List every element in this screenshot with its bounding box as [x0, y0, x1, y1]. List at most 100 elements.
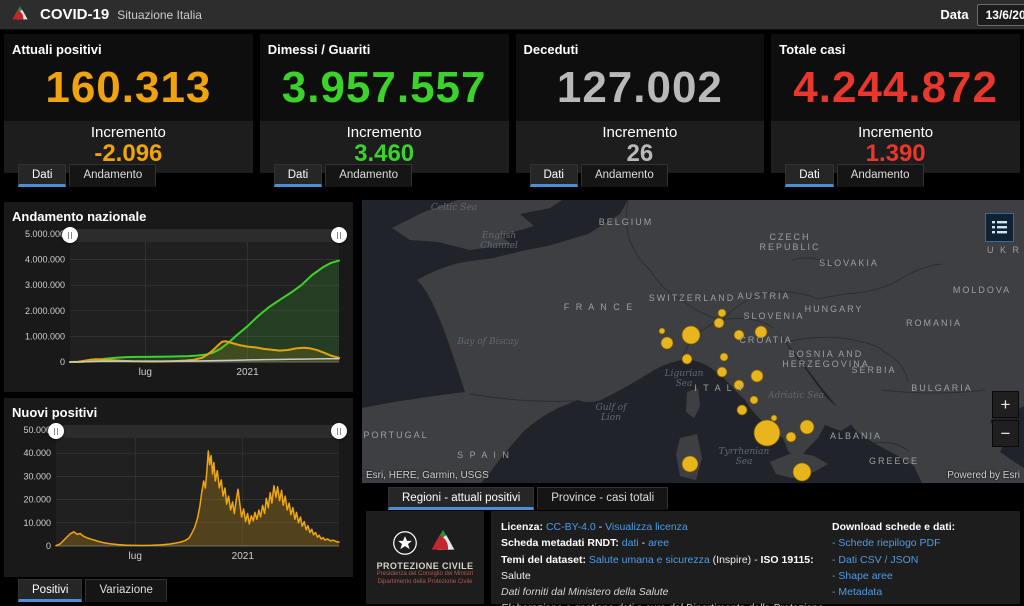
card3-tab-dati[interactable]: Dati	[785, 164, 834, 187]
info-text: Elaborazione e gestione dati a cura del …	[501, 602, 823, 606]
sea-label-english-channel: English Channel	[480, 231, 518, 251]
time-range-slider[interactable]	[62, 227, 347, 243]
map-tab-regioni-attuali-positivi[interactable]: Regioni - attuali positivi	[388, 487, 535, 510]
italian-republic-emblem-icon	[393, 531, 417, 556]
stat-card-column: Attuali positivi 160.313 Incremento -2.096 D…	[4, 34, 253, 187]
info-text: -	[595, 521, 606, 533]
sea-label-bay-of-biscay: Bay of Biscay	[456, 337, 519, 347]
info-link[interactable]: dati	[621, 537, 639, 550]
download-link--shape-aree[interactable]: - Shape aree	[832, 569, 893, 582]
panel1-title: Andamento nazionale	[12, 209, 147, 224]
date-picker[interactable]: 13/6/2021	[976, 3, 1024, 26]
card1-tab-dati[interactable]: Dati	[273, 164, 323, 187]
andamento-nazionale-panel: Andamento nazionale 0 1.000.000 2.000.000 3…	[4, 202, 353, 392]
download-link--metadata[interactable]: - Metadata	[832, 586, 883, 599]
protezione-civile-triskelion-icon	[431, 530, 455, 551]
country-label-albania: ALBANIA	[830, 431, 882, 441]
region-bubble[interactable]	[736, 404, 748, 416]
download-link--dati-csv-json[interactable]: - Dati CSV / JSON	[832, 553, 919, 566]
info-link[interactable]: aree	[648, 537, 670, 550]
svg-text:3.000.000: 3.000.000	[25, 280, 65, 290]
org-subtitle-2: Dipartimento della Protezione Civile	[377, 579, 473, 585]
stat-card-column: Totale casi 4.244.872 Incremento 1.390 Dati A…	[771, 34, 1020, 187]
download-links: Download schede e dati: - Schede riepilo…	[832, 519, 1010, 599]
map-tab-province-casi-totali[interactable]: Province - casi totali	[537, 487, 669, 510]
region-bubble[interactable]	[681, 455, 699, 473]
increment-value: 1.390	[865, 140, 926, 167]
region-bubble[interactable]	[733, 329, 745, 341]
map-panel[interactable]: Celtic Sea English Channel BELGIUM F R A N C…	[362, 200, 1024, 483]
region-bubble[interactable]	[717, 308, 727, 318]
card2-tab-dati[interactable]: Dati	[529, 164, 578, 187]
card-tabs: Dati Andamento	[273, 164, 509, 187]
svg-text:5.000.000: 5.000.000	[25, 229, 65, 239]
increment-label: Incremento	[346, 124, 422, 141]
country-label-slovenia: SLOVENIA	[743, 311, 804, 321]
land-britain	[392, 200, 562, 250]
svg-text:0: 0	[60, 357, 65, 367]
layer-list-button[interactable]	[985, 213, 1014, 242]
region-bubble[interactable]	[719, 352, 729, 362]
land-corsica	[686, 388, 700, 418]
country-label-croatia: CROATIA	[739, 335, 792, 345]
info-line: Elaborazione e gestione dati a cura del …	[501, 600, 832, 606]
card0-tab-dati[interactable]: Dati	[18, 164, 67, 187]
region-bubble[interactable]	[799, 419, 815, 435]
time-range-slider[interactable]	[48, 423, 347, 439]
zoom-in-button[interactable]: +	[992, 391, 1019, 418]
nuovi-positivi-tab-positivi[interactable]: Positivi	[18, 579, 83, 602]
zoom-out-button[interactable]: −	[992, 420, 1019, 447]
stat-card-column: Deceduti 127.002 Incremento 26 Dati Andamento	[515, 34, 765, 187]
svg-text:40.000: 40.000	[23, 448, 51, 458]
region-bubble[interactable]	[681, 325, 701, 345]
country-label-u-k-r: U K R	[987, 245, 1021, 255]
country-label-bulgaria: BULGARIA	[911, 383, 973, 393]
card-tabs: Dati Andamento	[785, 164, 1020, 187]
region-bubble[interactable]	[770, 414, 778, 422]
download-link--schede-riepilogo-pdf[interactable]: - Schede riepilogo PDF	[832, 537, 941, 550]
info-link[interactable]: CC-BY-4.0	[545, 521, 596, 533]
region-bubble[interactable]	[750, 369, 764, 383]
region-bubble[interactable]	[754, 325, 768, 339]
info-link[interactable]: Visualizza licenza	[605, 521, 688, 533]
range-handle-left[interactable]	[48, 423, 64, 439]
europe-map[interactable]: Celtic Sea English Channel BELGIUM F R A N C…	[362, 200, 1024, 483]
svg-text:2021: 2021	[236, 367, 259, 378]
region-bubble[interactable]	[658, 327, 666, 335]
range-handle-right[interactable]	[331, 227, 347, 243]
range-handle-right[interactable]	[331, 423, 347, 439]
card3-tab-andamento[interactable]: Andamento	[836, 164, 924, 187]
nuovi-positivi-tabs: Positivi Variazione	[18, 579, 170, 602]
region-bubble[interactable]	[713, 317, 725, 329]
increment-strip: Incremento 26	[515, 121, 765, 173]
info-text: Licenza:	[501, 521, 546, 533]
svg-text:30.000: 30.000	[23, 471, 51, 481]
region-bubble[interactable]	[716, 366, 728, 378]
nuovi-positivi-tab-variazione[interactable]: Variazione	[85, 579, 167, 602]
card2-tab-andamento[interactable]: Andamento	[580, 164, 668, 187]
country-label-hungary: HUNGARY	[805, 304, 864, 314]
info-text: Salute	[501, 569, 531, 582]
region-bubble[interactable]	[792, 462, 812, 482]
region-bubble[interactable]	[733, 379, 745, 391]
region-bubble[interactable]	[753, 419, 781, 447]
stat-card-totale-casi: Totale casi 4.244.872 Incremento 1.390	[771, 34, 1020, 173]
region-bubble[interactable]	[749, 395, 759, 405]
region-bubble[interactable]	[681, 353, 693, 365]
app-header: COVID-19 Situazione Italia Data 13/6/202…	[0, 0, 1024, 30]
map-attribution: Esri, HERE, Garmin, USGS	[366, 470, 489, 481]
card-title: Dimessi / Guariti	[267, 42, 371, 57]
card0-tab-andamento[interactable]: Andamento	[69, 164, 157, 187]
card1-tab-andamento[interactable]: Andamento	[325, 164, 413, 187]
range-handle-left[interactable]	[62, 227, 78, 243]
card-tabs: Dati Andamento	[18, 164, 253, 187]
region-bubble[interactable]	[660, 336, 674, 350]
org-subtitle-1: Presidenza del Consiglio dei Ministri	[376, 571, 474, 578]
stat-card-deceduti: Deceduti 127.002 Incremento 26	[515, 34, 765, 173]
country-label-czech-republic: CZECH REPUBLIC	[759, 232, 820, 252]
card-value: 4.244.872	[793, 63, 998, 112]
increment-label: Incremento	[602, 124, 678, 141]
date-label: Data	[940, 7, 969, 22]
region-bubble[interactable]	[785, 431, 797, 443]
info-link[interactable]: Salute umana e sicurezza	[588, 553, 710, 566]
